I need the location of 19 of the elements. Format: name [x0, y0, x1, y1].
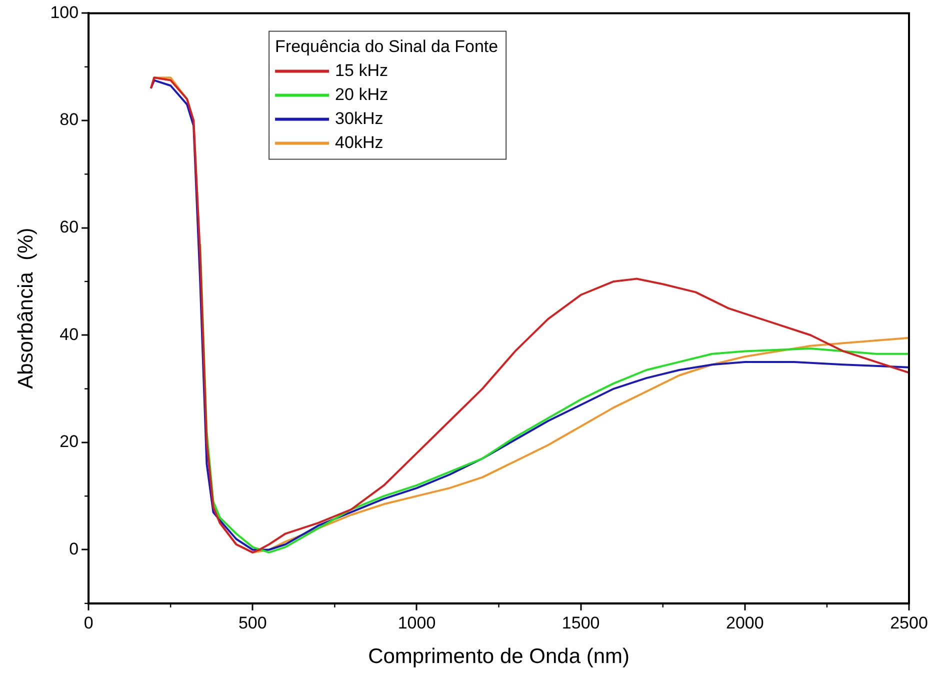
x-tick-label: 1500: [562, 613, 600, 632]
y-tick-label: 100: [50, 2, 79, 22]
x-tick-label: 500: [238, 613, 267, 632]
y-tick-label: 60: [60, 218, 79, 237]
x-axis-title: Comprimento de Onda (nm): [368, 645, 630, 668]
y-axis-title: Absorbância (%): [14, 228, 38, 389]
legend-label: 20 kHz: [335, 84, 388, 104]
y-tick-label: 80: [60, 110, 79, 130]
legend-label: 30kHz: [335, 108, 384, 128]
legend-title: Frequência do Sinal da Fonte: [275, 36, 498, 56]
x-tick-label: 2500: [890, 613, 928, 632]
legend-label: 40kHz: [335, 132, 384, 152]
x-tick-label: 0: [84, 613, 94, 632]
legend-label: 15 kHz: [335, 60, 388, 80]
y-tick-label: 0: [69, 539, 79, 558]
y-tick-label: 40: [60, 324, 79, 344]
x-tick-label: 2000: [726, 613, 764, 632]
x-tick-label: 1000: [398, 613, 436, 632]
y-tick-label: 20: [60, 432, 79, 452]
